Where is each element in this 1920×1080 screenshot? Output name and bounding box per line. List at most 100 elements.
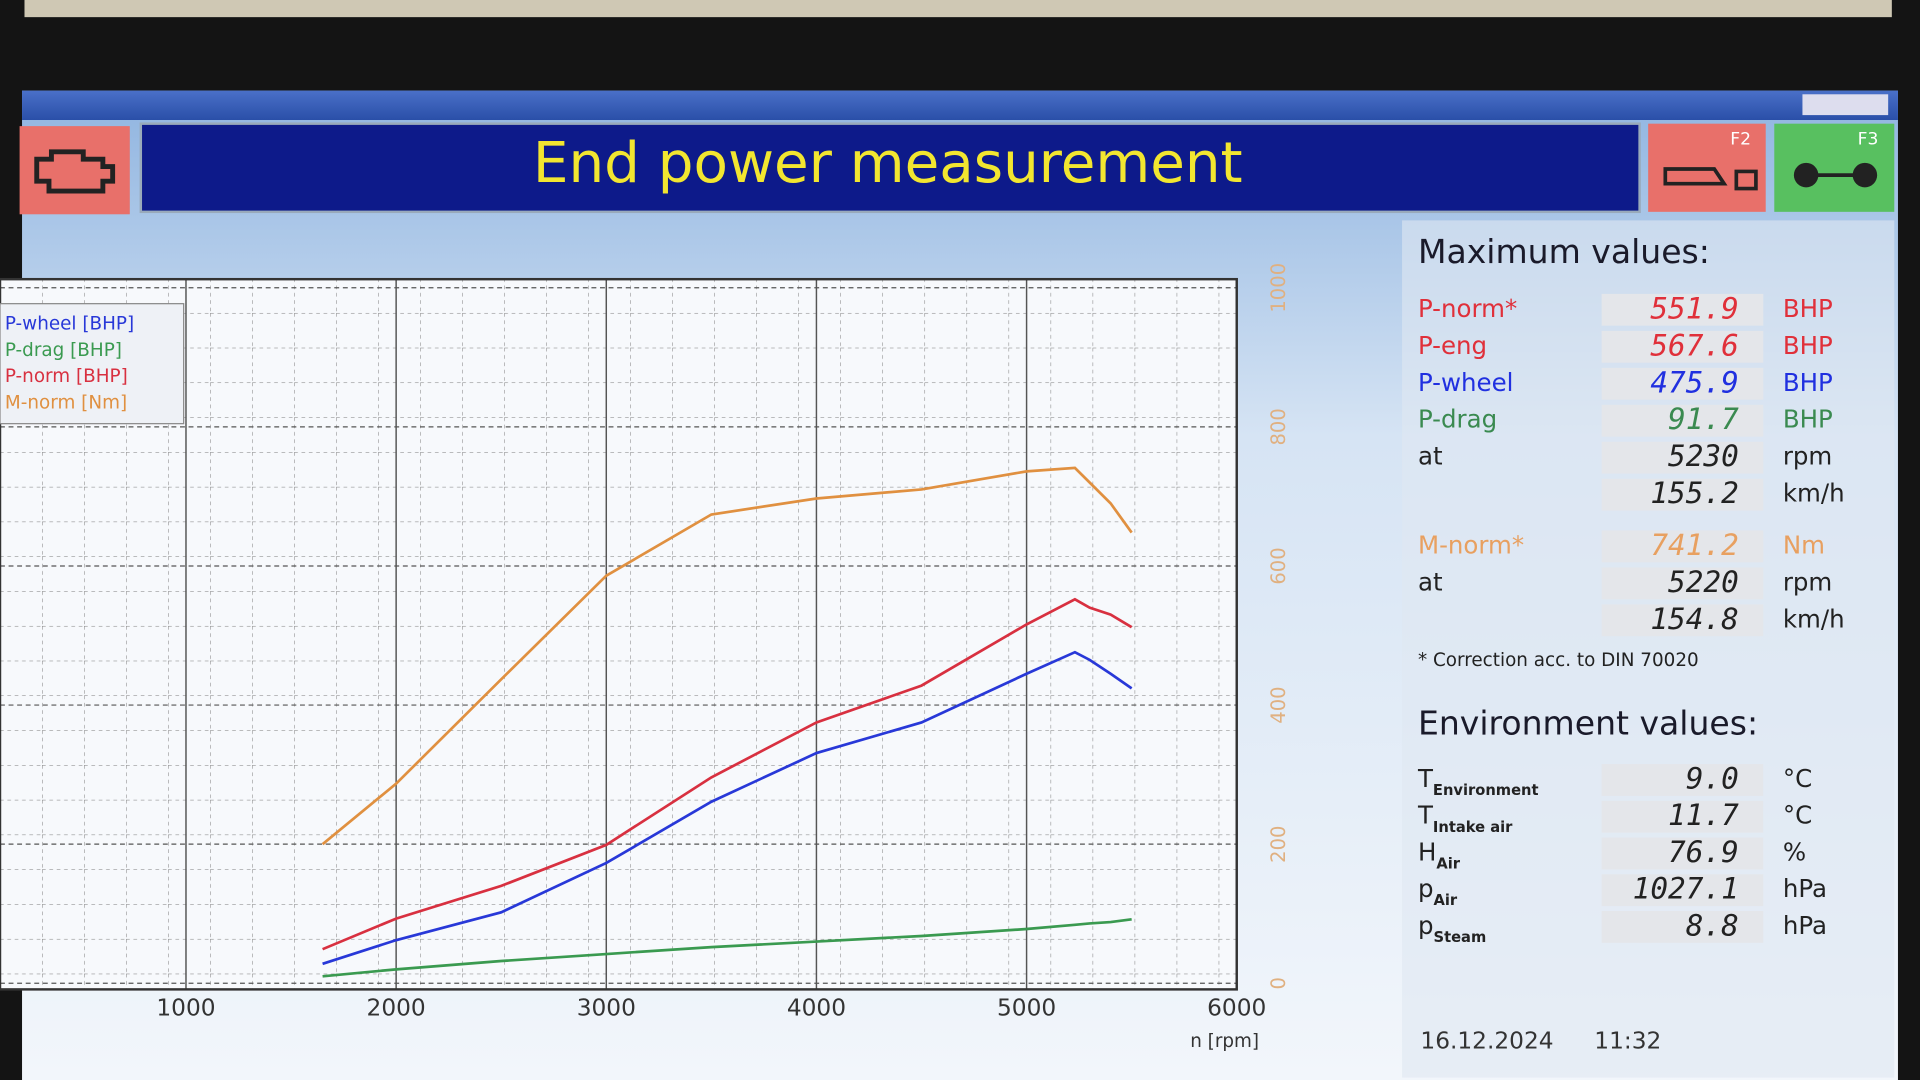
- env-value: 9.0: [1686, 762, 1739, 796]
- env-symbol: p: [1418, 874, 1434, 903]
- value-box: [1601, 567, 1764, 600]
- header-bar: [139, 122, 1641, 214]
- row-value: 551.9: [1650, 291, 1738, 325]
- env-value: 76.9: [1668, 835, 1739, 869]
- row-unit: km/h: [1783, 479, 1845, 508]
- row-value: 741.2: [1650, 528, 1738, 562]
- plot-border: [0, 277, 1238, 991]
- value-box: [1601, 293, 1764, 326]
- row-unit: Nm: [1783, 530, 1825, 559]
- value-box: [1601, 367, 1764, 400]
- series-line: [321, 466, 1133, 846]
- legend-entry: P-wheel [BHP]: [5, 313, 134, 334]
- env-symbol: H: [1418, 837, 1436, 866]
- value-box: [1601, 837, 1764, 870]
- y-tick-label: 800: [1267, 408, 1290, 445]
- env-subscript: Intake air: [1433, 819, 1513, 836]
- row-label: at: [1418, 442, 1443, 471]
- row-label: P-drag: [1418, 405, 1497, 434]
- title-bar: [22, 90, 1898, 120]
- minor-grid: [0, 279, 1237, 990]
- x-tick-label: 6000: [1207, 994, 1266, 1021]
- env-unit: hPa: [1783, 911, 1827, 940]
- x-tick-label: 3000: [577, 994, 636, 1021]
- env-subscript: Air: [1436, 855, 1460, 872]
- value-box: [1601, 330, 1764, 363]
- env-subscript: Air: [1434, 892, 1458, 909]
- row-value: 5220: [1668, 565, 1739, 599]
- env-label: HAir: [1418, 837, 1461, 872]
- env-unit: °C: [1783, 764, 1812, 793]
- value-box: [1601, 874, 1764, 907]
- header-title: End power measurement: [533, 131, 1243, 196]
- f3-label: F3: [1858, 130, 1879, 150]
- window-controls[interactable]: [1802, 94, 1889, 116]
- note: * Correction acc. to DIN 70020: [1418, 650, 1699, 671]
- env-symbol: p: [1418, 911, 1434, 940]
- x-tick-label: 1000: [156, 994, 215, 1021]
- row-unit: rpm: [1783, 442, 1832, 471]
- x-tick-label: 2000: [367, 994, 426, 1021]
- value-box: [1601, 530, 1764, 563]
- env-label: pAir: [1418, 874, 1458, 909]
- env-symbol: T: [1417, 801, 1434, 830]
- x-axis-label: n [rpm]: [1190, 1031, 1259, 1052]
- date: 16.12.2024: [1420, 1028, 1553, 1055]
- series-line: [322, 650, 1133, 966]
- wheel-icon: [1852, 162, 1878, 188]
- row-label: P-wheel: [1418, 368, 1513, 397]
- env-label: TIntake air: [1417, 801, 1513, 836]
- env-unit: °C: [1783, 801, 1812, 830]
- legend-entry: P-norm [BHP]: [5, 366, 128, 387]
- value-box: [1601, 764, 1764, 796]
- env-subscript: Steam: [1434, 929, 1487, 946]
- wall: [24, 0, 1892, 18]
- y-tick-label: 1000: [1267, 263, 1290, 313]
- env-unit: %: [1783, 837, 1806, 866]
- x-tick-label: 5000: [997, 994, 1056, 1021]
- env-unit: hPa: [1783, 874, 1827, 903]
- max-values-title: Maximum values:: [1418, 232, 1710, 271]
- f2-label: F2: [1730, 130, 1751, 150]
- env-value: 11.7: [1668, 798, 1739, 832]
- row-label: M-norm*: [1418, 530, 1524, 559]
- series-line: [322, 597, 1133, 951]
- row-value: 91.7: [1668, 402, 1739, 436]
- row-label: at: [1418, 567, 1443, 596]
- value-box: [1601, 441, 1764, 474]
- y-tick-label: 200: [1267, 825, 1290, 862]
- env-symbol: T: [1417, 764, 1434, 793]
- row-value: 155.2: [1650, 476, 1738, 510]
- time: 11:32: [1594, 1028, 1661, 1055]
- row-label: P-eng: [1418, 331, 1487, 360]
- row-unit: BHP: [1783, 331, 1833, 360]
- value-box: [1601, 911, 1764, 943]
- value-box: [1601, 404, 1764, 437]
- engine-icon: [34, 149, 116, 194]
- row-value: 154.8: [1650, 602, 1738, 636]
- row-unit: BHP: [1783, 405, 1833, 434]
- legend: [0, 303, 185, 425]
- row-value: 475.9: [1650, 365, 1738, 399]
- value-box: [1601, 800, 1764, 833]
- legend-entry: P-drag [BHP]: [5, 340, 122, 361]
- y-tick-label: 0: [1267, 977, 1290, 989]
- row-unit: rpm: [1783, 567, 1832, 596]
- y-tick-label: 600: [1267, 547, 1290, 584]
- row-value: 567.6: [1650, 328, 1738, 362]
- car-icon: [1663, 167, 1758, 191]
- env-value: 1027.1: [1633, 872, 1739, 906]
- row-unit: BHP: [1783, 368, 1833, 397]
- row-value: 5230: [1668, 439, 1739, 473]
- row-unit: km/h: [1783, 604, 1845, 633]
- row-unit: BHP: [1783, 294, 1833, 323]
- wheel-icon: [1793, 162, 1819, 188]
- legend-entry: M-norm [Nm]: [5, 392, 127, 413]
- env-label: pSteam: [1418, 911, 1486, 946]
- series-line: [322, 917, 1132, 978]
- y-tick-label: 400: [1267, 686, 1290, 723]
- x-tick-label: 4000: [787, 994, 846, 1021]
- env-value: 8.8: [1686, 908, 1739, 942]
